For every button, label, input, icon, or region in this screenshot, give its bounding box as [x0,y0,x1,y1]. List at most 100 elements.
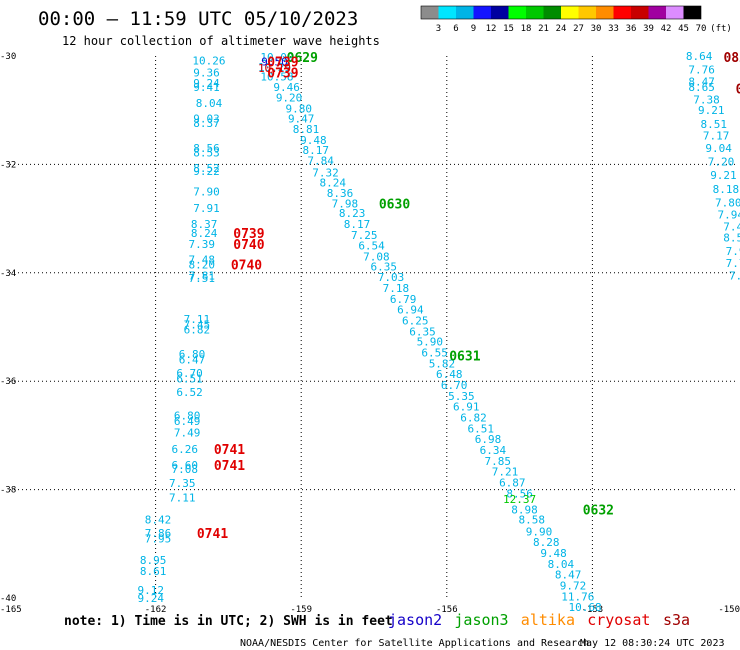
wave-height-label: 8.24 [319,176,346,189]
wave-height-label: 7. [729,270,740,283]
wave-height-label: 8.95 [140,554,167,567]
wave-height-label: 7.4 [723,221,740,234]
wave-height-label: 7.84 [307,155,334,168]
plot-area: -165 -162 -159 -156 -153 -150 -30 -32 -34 -36 -38… [0,50,740,615]
wave-height-label: 6.82 [184,324,211,337]
wave-height-label: 8.53 [193,146,220,159]
wave-height-label: 10.26 [192,54,225,67]
wave-height-label: 8.52 [193,162,220,175]
pass-time-label: 0630 [379,197,410,212]
wave-height-label: 7.39 [188,238,215,251]
wave-height-label: 6.47 [179,354,206,367]
wave-height-label: 6.70 [176,367,203,380]
wave-height-label: 5.35 [448,390,475,403]
wave-height-label: 7.35 [169,477,196,490]
wave-height-label: 9.72 [560,580,587,593]
colorbar-tick-label: 45 [678,24,689,34]
wave-height-label: 7.49 [174,427,201,440]
x-axis-ticks: -165 -162 -159 -156 -153 -150 [0,605,740,615]
colorbar-swatch [648,6,666,19]
x-tick-label: -165 [0,605,22,615]
wave-height-label: 8.04 [548,558,575,571]
colorbar-tick-label: 33 [608,24,619,34]
wave-height-label: 6.35 [409,325,436,338]
wave-height-label: 6.48 [436,368,463,381]
colorbar-tick-label: 24 [556,24,567,34]
gridlines [10,56,738,598]
wave-height-label: 6.94 [397,304,424,317]
colorbar-outline [420,5,702,20]
wave-height-label: 7.17 [703,130,730,143]
wave-height-label: 9.22 [193,165,220,178]
wave-height-label: 6.91 [453,401,480,414]
wave-height-label: 8.04 [196,97,223,110]
x-tick-label: -156 [436,605,458,615]
wave-height-label: 8.17 [303,144,330,157]
colorbar-tick-label: 39 [643,24,654,34]
colorbar-swatch [561,6,579,19]
wave-height-label: 7.11 [184,313,211,326]
wave-height-label: 9.24 [137,592,164,605]
wave-height-label: 9.03 [193,112,220,125]
pass-time-label: 081 [736,83,740,98]
colorbar-tick-label: 36 [626,24,637,34]
wave-height-label: 7.95 [145,532,172,545]
colorbar-swatch [613,6,631,19]
wave-height-label: 9.90 [526,525,553,538]
wave-height-label: 8.81 [293,123,320,136]
wave-height-label: 7.08 [363,251,390,264]
wave-height-label: 6.51 [468,422,495,435]
wave-height-label: 5.90 [417,336,444,349]
footer-credit: NOAA/NESDIS Center for Satellite Applica… [240,638,589,649]
wave-height-label: 6.80 [174,409,201,422]
wave-height-label: 9.47 [288,112,315,125]
wave-height-label: 9.46 [273,81,300,94]
wave-height-label: 9.48 [300,134,327,147]
wave-height-label: 8.98 [511,504,538,517]
colorbar-tick-label: 3 [436,24,441,34]
wave-height-label: 7.18 [383,282,410,295]
wave-height-label: 6.98 [475,433,502,446]
wave-height-label: 9.21 [698,104,725,117]
wave-height-label: 5.82 [429,357,456,370]
y-axis-ticks: -30 -32 -34 -36 -38 -40 [0,52,16,604]
x-tick-label: -153 [582,605,604,615]
colorbar-tick-label: 70 [696,24,707,34]
pass-time-label: 0629 [287,51,318,66]
pass-time-label: 0741 [197,527,228,542]
wave-height-label: 10.19 [258,62,291,75]
y-tick-label: -32 [0,160,16,170]
colorbar-swatch [456,6,474,19]
colorbar-swatch [596,6,614,19]
wave-height-label: 9.48 [540,547,567,560]
wave-height-label: 6.70 [441,379,468,392]
wave-height-label: 7.90 [193,186,220,199]
colorbar-swatch [421,6,439,19]
pass-time-label: 0631 [449,350,480,365]
wave-height-label: 11.76 [561,590,594,603]
satellite-legend-label: cryosat [587,611,650,629]
pass-time-label: 0740 [233,238,264,253]
x-tick-label: -150 [718,605,740,615]
wave-height-label: 8.28 [533,536,560,549]
pass-time-label: 0632 [583,504,614,519]
colorbar-swatch [473,6,491,19]
wave-height-label: 8.47 [555,569,582,582]
y-tick-label: -38 [0,486,16,496]
wave-height-label: 6.79 [390,293,417,306]
wave-height-label: 7.7 [726,257,740,270]
wave-height-label: 6.35 [370,260,397,273]
satellite-legend: jason2 jason3 altika cryosat s3a [388,611,690,629]
wave-height-label: 6.87 [499,477,526,490]
wave-height-label: 7.51 [188,272,215,285]
colorbar-tick-label: 18 [521,24,532,34]
wave-height-colorbar: 3 6 9 12 15 18 21 24 27 30 33 36 39 42 45 70 (ft) [420,5,732,34]
y-tick-label: -40 [0,594,16,604]
wave-height-label: 9.21 [710,169,737,182]
pass-time-label: 0741 [214,459,245,474]
chart-title: 00:00 – 11:59 UTC 05/10/2023 [38,8,358,30]
wave-height-label: 7.20 [708,156,735,169]
wave-height-label: 8.23 [339,207,366,220]
wave-height-label: 7.9 [726,245,740,258]
wave-height-label: 7.45 [184,318,211,331]
